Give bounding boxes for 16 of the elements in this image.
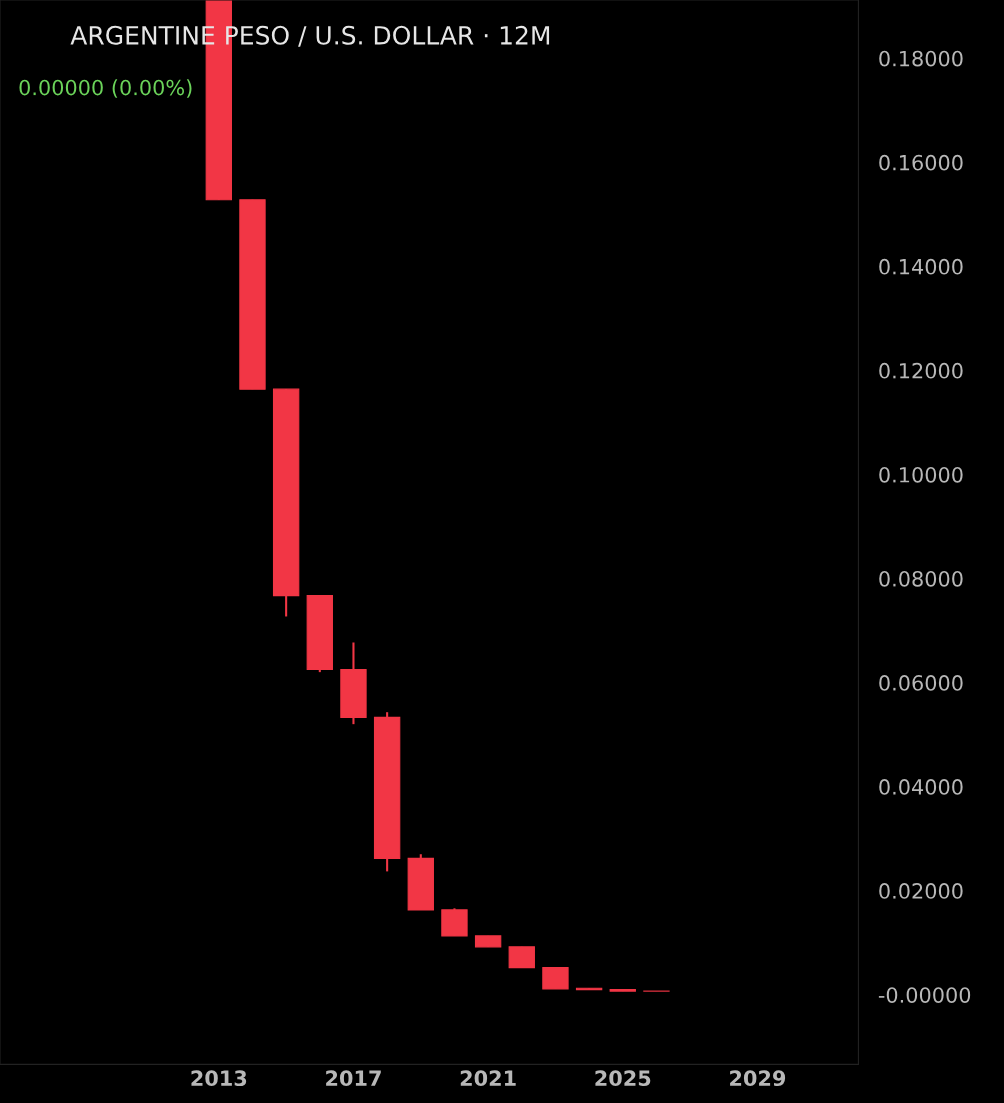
y-tick-label: 0.16000	[879, 154, 963, 171]
x-tick-label: 2013	[191, 1070, 247, 1087]
y-tick-label: 0.18000	[879, 50, 963, 67]
text: 0.00000 (0.00%)	[19, 79, 192, 98]
y-tick-label: 0.04000	[879, 779, 963, 795]
y-tick-label: 0.02000	[879, 883, 963, 899]
y-tick-label: -0.00000	[878, 987, 971, 1003]
y-tick-label: 0.08000	[879, 570, 963, 587]
y-tick-label: 0.12000	[879, 362, 963, 379]
x-tick-label: 2029	[730, 1070, 786, 1087]
x-tick-label: 2025	[595, 1070, 651, 1087]
x-tick-label: 2021	[460, 1070, 516, 1087]
y-tick-label: 0.10000	[879, 466, 963, 483]
y-tick-label: 0.14000	[879, 258, 963, 275]
y-tick-label: 0.06000	[879, 675, 963, 691]
x-tick-label: 2017	[326, 1070, 381, 1087]
